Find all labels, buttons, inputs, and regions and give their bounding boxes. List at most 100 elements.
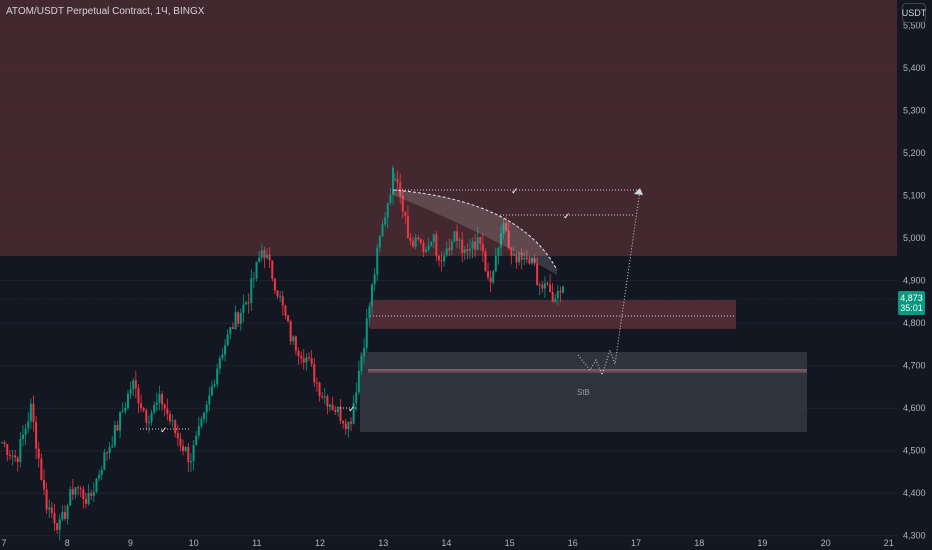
candle-body [263,250,266,259]
candle-body [487,271,490,278]
candle-body [66,505,69,519]
last-price-tag: 4,873 35:01 [898,291,925,315]
candle-body [200,419,203,427]
candle-body [297,350,300,357]
x-tick-label: 12 [315,538,325,548]
candle-body [53,513,56,524]
candle-body [554,298,557,302]
candle-body [373,274,376,285]
symbol-title: ATOM/USDT Perpetual Contract, 1Ч, BINGX [6,6,205,17]
candle-body [158,394,161,403]
candle-body [226,334,229,346]
candle-body [142,407,145,411]
candle-body [145,410,148,423]
candle-body [24,428,27,435]
x-tick-label: 16 [568,538,578,548]
candle-body [406,216,409,238]
candle-body [95,478,98,492]
candle-body [505,223,508,231]
candle-body [425,249,428,252]
candle-body [458,239,461,241]
candle-body [331,404,334,410]
candle-body [453,231,456,242]
candle-body [116,425,119,431]
candle-body [392,167,394,195]
candle-body [376,247,379,275]
candle-body [63,512,66,519]
candle-body [84,498,87,504]
candle-body [287,315,290,322]
candle-body [258,257,261,262]
candle-body [484,251,487,272]
candle-body [302,358,305,363]
candle-body [48,507,51,510]
x-tick-label: 9 [128,538,133,548]
candle-body [42,479,45,490]
candle-body [14,455,17,458]
candle-body [525,258,528,260]
last-price-value: 4,873 [900,293,923,303]
candle-body [69,489,72,506]
candle-body [231,327,234,329]
candles [1,165,564,541]
candle-body [27,421,30,429]
candle-body [234,312,237,329]
candle-body [266,254,269,259]
curve-fill [393,190,557,275]
candle-body [528,259,531,264]
candle-body [342,420,345,424]
candle-body [21,434,24,440]
candle-body [134,380,137,389]
x-tick-label: 15 [505,538,515,548]
candle-body [450,241,453,251]
zone-label: StB [577,388,590,397]
candle-body [126,393,129,408]
candle-body [471,241,474,249]
candle-body [279,296,282,298]
candle-body [8,454,11,456]
candle-body [103,452,106,470]
candle-body [119,412,122,431]
currency-button[interactable]: USDT [902,3,926,23]
candle-body [350,421,353,424]
candle-body [61,512,64,520]
y-tick-label: 5,500 [903,21,926,31]
candle-body [176,433,179,439]
candle-body [318,382,321,397]
y-tick-label: 4,800 [903,318,926,328]
candle-body [105,452,108,454]
y-tick-label: 4,700 [903,361,926,371]
candle-body [161,394,164,405]
candle-body [456,231,459,241]
candle-body [481,243,484,252]
check-mark-1: ✓ [511,186,519,196]
candle-body [396,178,399,183]
candle-body [271,260,274,279]
candle-body [140,403,143,408]
candle-body [184,447,187,452]
candle-body [182,445,185,452]
candle-body [386,202,389,218]
candle-body [502,223,505,234]
check-mark-2: ✓ [563,211,571,221]
candle-body [79,488,82,490]
candle-body [58,519,61,530]
candle-body [489,277,492,283]
candle-body [313,364,316,383]
candle-body [250,278,253,303]
candle-body [213,384,216,387]
y-tick-label: 5,100 [903,191,926,201]
y-tick-label: 4,900 [903,276,926,286]
candle-body [430,241,433,246]
candle-body [192,444,195,462]
candle-body [189,461,192,463]
candle-body [463,249,466,253]
check-mark-4: ✓ [348,404,356,414]
candle-body [273,278,276,291]
candle-body [6,444,9,455]
candle-body [394,178,396,180]
candle-body [533,258,536,264]
candle-body [100,469,103,475]
candle-body [294,336,297,351]
